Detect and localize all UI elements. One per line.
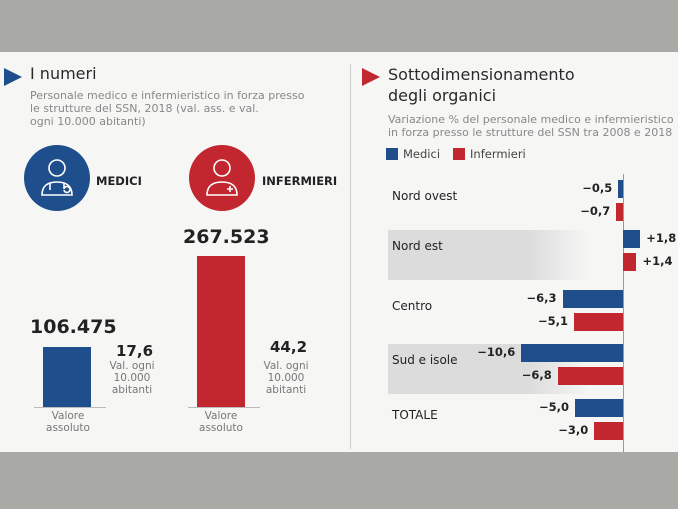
- category-label: Centro: [392, 299, 433, 313]
- value-label: −10,6: [477, 345, 516, 359]
- infographic-panel: I numeri Personale medico e infermierist…: [0, 52, 678, 452]
- bar-infermieri: [623, 253, 637, 271]
- section-marker-icon: [4, 68, 22, 86]
- bar-infermieri: [616, 203, 623, 221]
- bar-medici: [575, 399, 623, 417]
- infermieri-abs-value: 267.523: [183, 226, 270, 248]
- value-label: −5,0: [538, 400, 569, 414]
- category-label: TOTALE: [392, 408, 438, 422]
- medici-per-capita: 17,6: [116, 342, 154, 360]
- medici-abs-label-2: assoluto: [46, 422, 90, 434]
- bar-medici: [562, 290, 623, 308]
- bar-medici: [618, 180, 623, 198]
- left-subtitle-2: le strutture del SSN, 2018 (val. ass. e …: [30, 102, 259, 115]
- bar-infermieri: [557, 367, 623, 385]
- nurse-icon: [189, 145, 255, 211]
- row-band: [388, 230, 588, 280]
- infermieri-bar: [197, 256, 245, 407]
- zero-axis: [623, 174, 624, 452]
- value-label: −0,5: [582, 181, 613, 195]
- bar-infermieri: [594, 422, 623, 440]
- value-label: −6,3: [526, 291, 557, 305]
- left-title: I numeri: [30, 64, 97, 83]
- chart-title-1: Sottodimensionamento: [388, 65, 575, 84]
- inf-pc-label-2: 10.000: [267, 372, 305, 384]
- bar-medici: [623, 230, 641, 248]
- medici-pc-label-1: Val. ogni: [109, 360, 155, 372]
- left-subtitle-1: Personale medico e infermieristico in fo…: [30, 89, 305, 102]
- chart-title-2: degli organici: [388, 86, 497, 105]
- chart-subtitle-1: Variazione % del personale medico e infe…: [388, 113, 674, 126]
- legend-label-medici: Medici: [403, 147, 441, 161]
- medici-pc-label-2: 10.000: [113, 372, 151, 384]
- inf-pc-label-3: abitanti: [265, 384, 307, 396]
- legend-swatch-medici: [386, 148, 398, 160]
- legend-swatch-infermieri: [453, 148, 466, 160]
- legend: Medici Infermieri: [386, 147, 526, 161]
- bar-medici: [521, 344, 623, 362]
- medici-bar: [43, 347, 91, 407]
- chart-subtitle-2: in forza presso le strutture del SSN tra…: [388, 126, 673, 139]
- value-label: −3,0: [558, 423, 589, 437]
- category-label: Nord est: [392, 239, 443, 253]
- value-label: −0,7: [580, 204, 611, 218]
- doctor-icon: [24, 145, 90, 211]
- value-label: +1,8: [646, 231, 677, 245]
- divider: [350, 64, 351, 449]
- category-label: Sud e isole: [392, 353, 458, 367]
- medici-label: MEDICI: [96, 174, 142, 188]
- bar-infermieri: [574, 313, 623, 331]
- medici-pc-label-3: abitanti: [111, 384, 153, 396]
- category-label: Nord ovest: [392, 189, 458, 203]
- value-label: +1,4: [642, 254, 673, 268]
- value-label: −6,8: [521, 368, 552, 382]
- infermieri-per-capita: 44,2: [270, 338, 308, 356]
- section-marker-icon: [362, 68, 380, 86]
- left-subtitle-3: ogni 10.000 abitanti): [30, 115, 146, 128]
- inf-pc-label-1: Val. ogni: [263, 360, 309, 372]
- legend-label-infermieri: Infermieri: [470, 147, 526, 161]
- infermieri-abs-label-2: assoluto: [199, 422, 243, 434]
- infermieri-abs-label-1: Valore: [204, 410, 238, 422]
- medici-abs-label-1: Valore: [51, 410, 85, 422]
- value-label: −5,1: [538, 314, 569, 328]
- medici-abs-value: 106.475: [30, 316, 117, 338]
- infermieri-label: INFERMIERI: [262, 174, 338, 188]
